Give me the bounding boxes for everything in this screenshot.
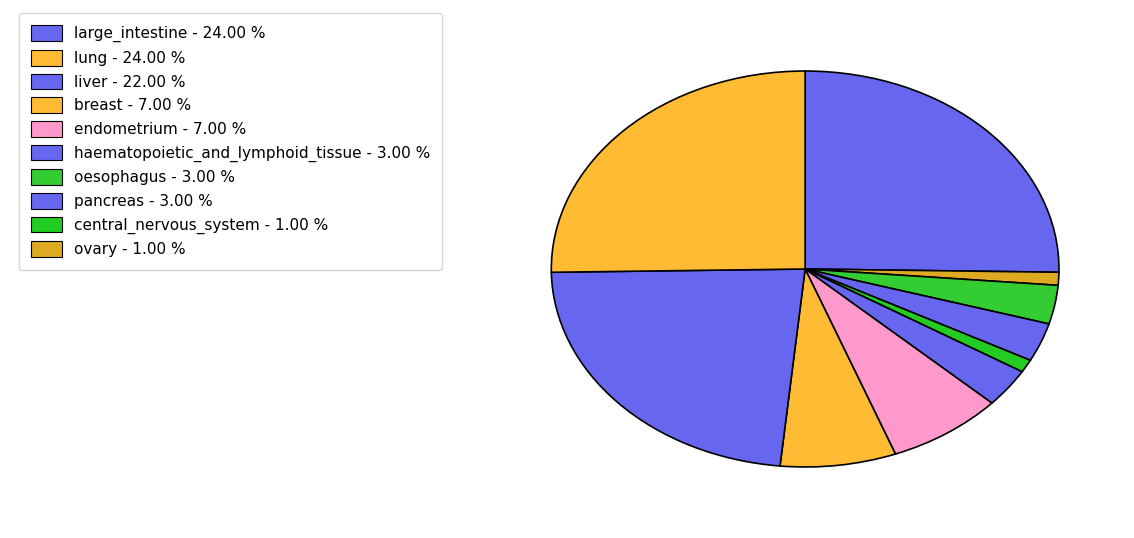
Wedge shape: [805, 269, 1049, 360]
Wedge shape: [551, 71, 805, 272]
Legend: large_intestine - 24.00 %, lung - 24.00 %, liver - 22.00 %, breast - 7.00 %, end: large_intestine - 24.00 %, lung - 24.00 …: [19, 13, 442, 270]
Wedge shape: [805, 269, 1059, 285]
Wedge shape: [780, 269, 896, 467]
Wedge shape: [805, 71, 1059, 272]
Wedge shape: [805, 269, 1058, 324]
Wedge shape: [551, 269, 805, 466]
Wedge shape: [805, 269, 992, 454]
Wedge shape: [805, 269, 1031, 372]
Wedge shape: [805, 269, 1022, 403]
